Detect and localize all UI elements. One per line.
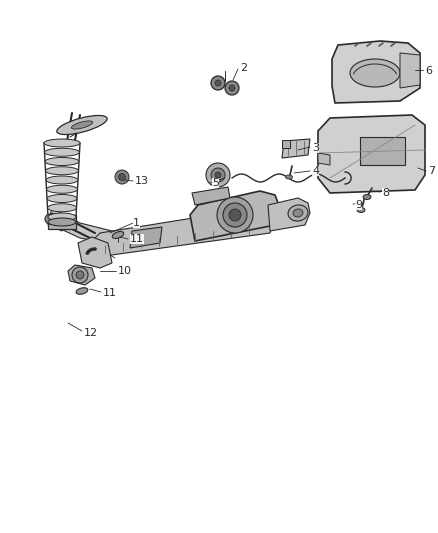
Ellipse shape — [48, 213, 76, 221]
Circle shape — [115, 170, 129, 184]
Polygon shape — [130, 227, 162, 248]
Circle shape — [225, 81, 239, 95]
Polygon shape — [88, 208, 275, 258]
Circle shape — [229, 209, 241, 221]
Text: 13: 13 — [135, 176, 149, 186]
Ellipse shape — [288, 205, 308, 221]
Text: 1: 1 — [133, 218, 140, 228]
Polygon shape — [190, 191, 280, 241]
Text: 7: 7 — [428, 166, 435, 176]
Bar — [360, 137, 405, 165]
Ellipse shape — [357, 207, 365, 213]
Circle shape — [215, 172, 221, 178]
Ellipse shape — [363, 195, 371, 199]
Polygon shape — [68, 265, 95, 285]
Text: 11: 11 — [103, 288, 117, 298]
Polygon shape — [78, 237, 112, 268]
Polygon shape — [318, 115, 425, 193]
Polygon shape — [48, 208, 140, 248]
Ellipse shape — [112, 231, 124, 238]
Circle shape — [72, 267, 88, 283]
Polygon shape — [268, 198, 310, 231]
Circle shape — [217, 197, 253, 233]
Circle shape — [211, 76, 225, 90]
Circle shape — [45, 214, 55, 224]
Circle shape — [76, 271, 84, 279]
Text: 10: 10 — [118, 266, 132, 276]
Text: 9: 9 — [355, 200, 362, 210]
Ellipse shape — [48, 218, 76, 226]
Polygon shape — [192, 187, 230, 205]
Circle shape — [215, 80, 221, 86]
Text: 3: 3 — [312, 143, 319, 153]
Polygon shape — [318, 153, 330, 165]
Ellipse shape — [71, 121, 93, 129]
Ellipse shape — [286, 175, 293, 179]
Polygon shape — [332, 41, 420, 103]
Circle shape — [87, 250, 90, 253]
Ellipse shape — [47, 204, 77, 212]
Circle shape — [86, 252, 89, 255]
Ellipse shape — [57, 116, 107, 134]
Ellipse shape — [45, 157, 79, 166]
Polygon shape — [282, 139, 310, 158]
Circle shape — [89, 249, 92, 252]
Circle shape — [211, 168, 225, 182]
Text: 5: 5 — [212, 178, 219, 188]
Ellipse shape — [46, 185, 78, 193]
Polygon shape — [400, 53, 420, 88]
Text: 8: 8 — [382, 188, 389, 198]
Ellipse shape — [47, 195, 77, 203]
Text: 11: 11 — [130, 234, 144, 244]
Ellipse shape — [76, 288, 88, 294]
Ellipse shape — [46, 176, 78, 184]
Circle shape — [91, 248, 94, 251]
Circle shape — [229, 85, 235, 91]
Text: 12: 12 — [84, 328, 98, 338]
Text: 6: 6 — [425, 66, 432, 76]
Circle shape — [223, 203, 247, 227]
Bar — [282, 140, 290, 148]
Ellipse shape — [44, 139, 80, 147]
Ellipse shape — [293, 209, 303, 217]
Circle shape — [119, 174, 126, 181]
Bar — [48, 215, 76, 229]
Text: 4: 4 — [312, 166, 319, 176]
Ellipse shape — [46, 167, 78, 175]
Ellipse shape — [45, 148, 80, 156]
Circle shape — [206, 163, 230, 187]
Polygon shape — [48, 213, 65, 231]
Text: 2: 2 — [240, 63, 247, 73]
Ellipse shape — [350, 59, 400, 87]
Circle shape — [93, 247, 96, 251]
